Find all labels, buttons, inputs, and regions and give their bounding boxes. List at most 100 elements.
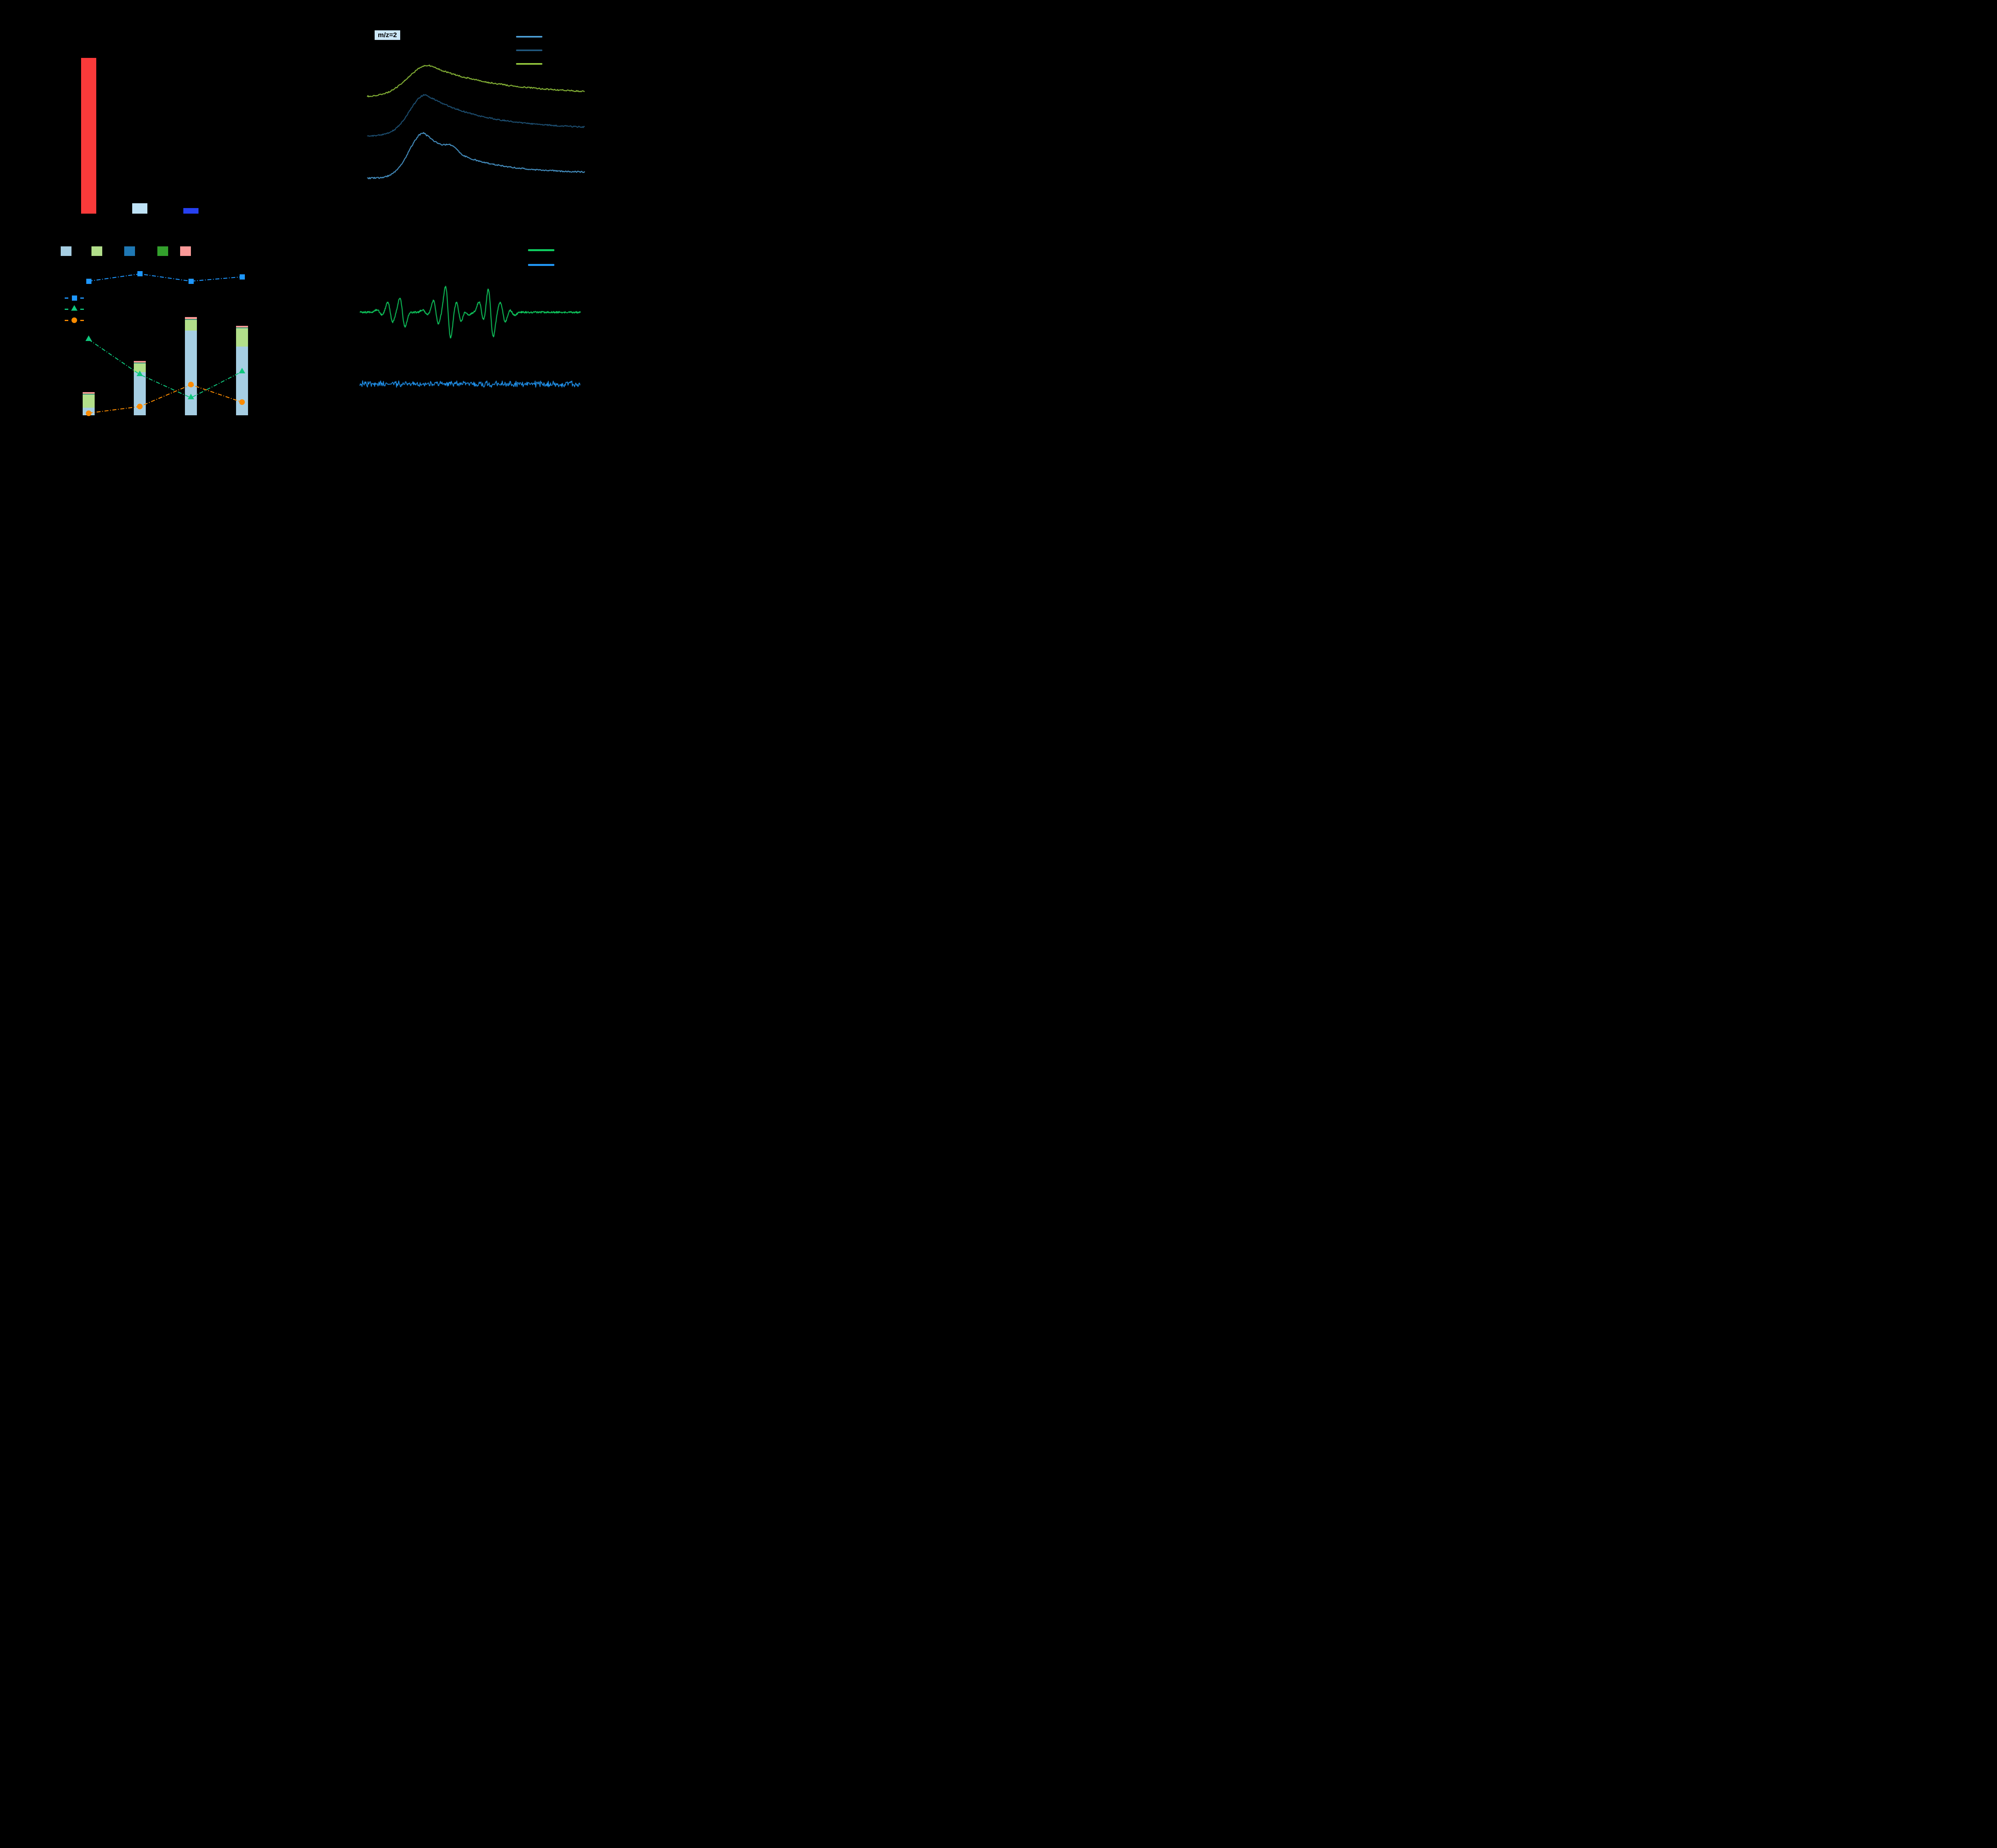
panel-c-left-y-tick-label: 60 xyxy=(52,293,59,301)
panel-d-x-tick-label: 3540 xyxy=(574,422,588,428)
panel-c-circle-marker xyxy=(86,410,91,416)
panel-a-y-tick-label: 800 xyxy=(49,58,59,65)
panel-d-peak-marker-diamond: ◆ xyxy=(445,275,450,282)
panel-c-series-legend-item: Oxygenates xyxy=(65,295,115,301)
panel-c-square-marker xyxy=(86,278,91,284)
panel-a-x-tick-label: Pd||Cu-PM xyxy=(224,218,250,243)
panel-c-stacked-bar-segment xyxy=(236,327,248,328)
panel-a-bar xyxy=(81,58,96,214)
panel-c-product-legend-label: CH₃OOH xyxy=(104,248,125,254)
panel-c-left-y-tick-label: 40 xyxy=(52,333,59,340)
panel-c-stacked-bar-segment xyxy=(185,320,197,331)
panel-c-triangle-marker xyxy=(85,335,92,341)
legend-triangle-icon xyxy=(71,305,77,311)
panel-b-y-tick-label: 1.4×10⁻¹² xyxy=(332,37,355,44)
panel-c-right-y-tick-label: 20 xyxy=(272,383,279,389)
panel-c-stacked-bar-segment xyxy=(236,346,248,415)
panel-c-product-legend-swatch xyxy=(124,246,135,256)
panel-c-square-marker xyxy=(188,278,194,284)
panel-d-peak-marker-diamond: ◆ xyxy=(399,286,405,293)
panel-c-x-tick-label: Cu/Z-5 xyxy=(181,419,199,437)
legend-dash xyxy=(65,319,68,321)
panel-c-x-tick-label: Pd/Z-5 xyxy=(79,419,97,437)
panel-c-stacked-bar-segment xyxy=(236,326,248,328)
panel-c-right-y-tick-label: 80 xyxy=(272,295,279,302)
panel-c-product-legend-swatch xyxy=(157,246,168,256)
panel-c-left-y-tick-label: 20 xyxy=(52,372,59,379)
panel-a-bar-value-label: 55.2 xyxy=(134,193,146,200)
panel-b-y-tick-label: 8.0×10⁻¹³ xyxy=(332,155,355,161)
panel-c-stacked-bar-segment xyxy=(83,392,95,394)
legend-marker-wrap xyxy=(71,305,77,312)
panel-c-product-legend-swatch xyxy=(61,246,71,256)
panel-b-h2-tpr-curves-canvas xyxy=(357,24,589,214)
panel-c-stacked-bar-segment xyxy=(134,361,146,363)
panel-a-x-tick-label: PdCu/Z-5 xyxy=(125,218,148,241)
panel-c-left-y-tick-label: 80 xyxy=(52,254,59,261)
legend-label: Gain factor xyxy=(87,317,113,323)
panel-c-product-legend-label: CH₃OH xyxy=(73,248,91,254)
panel-b-x-axis-label: Temperature (°C) xyxy=(451,220,500,227)
legend-dash xyxy=(80,297,84,299)
panel-d-epr-spectra-canvas xyxy=(357,236,589,423)
panel-c-triangle-marker xyxy=(188,394,194,400)
panel-c-product-legend-swatch xyxy=(91,246,102,256)
panel-label-b: b xyxy=(12,236,18,246)
panel-a-x-tick-label: Cu/Z-5 xyxy=(181,218,199,236)
panel-d-peak-marker-asterisk: ✳ xyxy=(463,297,469,305)
panel-c-right-y-tick-label: 0 xyxy=(272,412,276,418)
panel-d-peak-marker-asterisk: ✳ xyxy=(377,298,382,305)
panel-c-series-legend-item: H₂O₂ conversion xyxy=(65,305,127,312)
panel-d-peak-marker-chevron: ∨ xyxy=(456,290,461,297)
panel-label-a: a xyxy=(12,23,17,33)
panel-d-x-tick-label: 3530 xyxy=(543,422,557,428)
panel-d-x-tick-label: 3500 xyxy=(452,422,466,428)
panel-b-y-tick-label: 6.0×10⁻¹³ xyxy=(332,194,355,201)
panel-a-y-tick-label: 600 xyxy=(49,96,59,103)
panel-d-peak-marker-chevron: ∨ xyxy=(500,291,505,298)
panel-d-x-tick-label: 3490 xyxy=(421,422,435,428)
panel-d-peak-marker-asterisk: ✳ xyxy=(422,298,428,305)
panel-d-peak-marker-asterisk: ✳ xyxy=(509,297,514,305)
panel-a-bar xyxy=(183,208,199,214)
panel-label-c: c xyxy=(315,23,320,33)
panel-a-y-tick-label: 0 xyxy=(56,210,59,217)
panel-c-left-y-axis-label: Productivity (mmol g⁻¹ h⁻¹) xyxy=(35,289,42,366)
panel-c-stacked-bar-segment xyxy=(236,328,248,347)
panel-c-product-legend-label: CO xyxy=(170,248,178,254)
panel-b-x-tick-label: 400 xyxy=(532,212,542,218)
panel-c-stacked-bar-segment xyxy=(185,331,197,415)
panel-a-bar-value-label: 36.1 xyxy=(236,197,248,204)
panel-c-stacked-bar-segment xyxy=(83,394,95,395)
panel-b-x-tick-label: 150 xyxy=(410,212,420,218)
panel-c-line-circle xyxy=(88,384,242,414)
panel-c-circle-marker xyxy=(137,404,143,410)
panel-b-x-tick-label: 350 xyxy=(508,212,518,218)
panel-a-x-tick-label: Pd/Z-5 xyxy=(79,218,97,235)
panel-c-left-y-tick-label: 0 xyxy=(56,412,59,418)
panel-c-circle-marker xyxy=(239,399,245,405)
legend-square-icon xyxy=(71,295,77,301)
panel-c-line-square xyxy=(88,273,242,282)
panel-c-right-y-tick-label: 60 xyxy=(272,324,279,331)
panel-a-bar xyxy=(132,203,147,214)
panel-a-y-axis-label: H₂O₂ yield (mmol g⁻¹ h⁻¹) xyxy=(18,81,24,155)
panel-b-y-tick-label: 1.2×10⁻¹² xyxy=(332,76,355,83)
panel-c-right-y-tick-label: 100 xyxy=(272,266,283,273)
panel-b-x-tick-label: 250 xyxy=(459,212,469,218)
four-panel-catalysis-figure: a b c d H₂O₂ yield (mmol g⁻¹ h⁻¹) MS sig… xyxy=(0,0,619,462)
panel-b-x-tick-label: 450 xyxy=(556,212,567,218)
legend-dash xyxy=(65,308,68,310)
panel-b-x-tick-label: 300 xyxy=(483,212,494,218)
panel-c-stacked-bar-segment xyxy=(185,319,197,320)
panel-c-circle-marker xyxy=(188,382,194,388)
panel-b-x-tick-label: 100 xyxy=(385,212,396,218)
legend-marker-wrap xyxy=(71,317,77,323)
panel-c-triangle-marker xyxy=(137,370,143,376)
panel-c-right-y-tick-label: 40 xyxy=(272,353,279,360)
panel-c-product-legend-swatch xyxy=(180,246,191,256)
panel-c-stacked-bar-segment xyxy=(83,394,95,408)
panel-c-x-tick-label: PdCu/Z-5 xyxy=(125,419,148,442)
panel-c-right-y-tick-label: 120 xyxy=(272,237,283,244)
panel-c-series-legend-item: Gain factor xyxy=(65,317,113,323)
